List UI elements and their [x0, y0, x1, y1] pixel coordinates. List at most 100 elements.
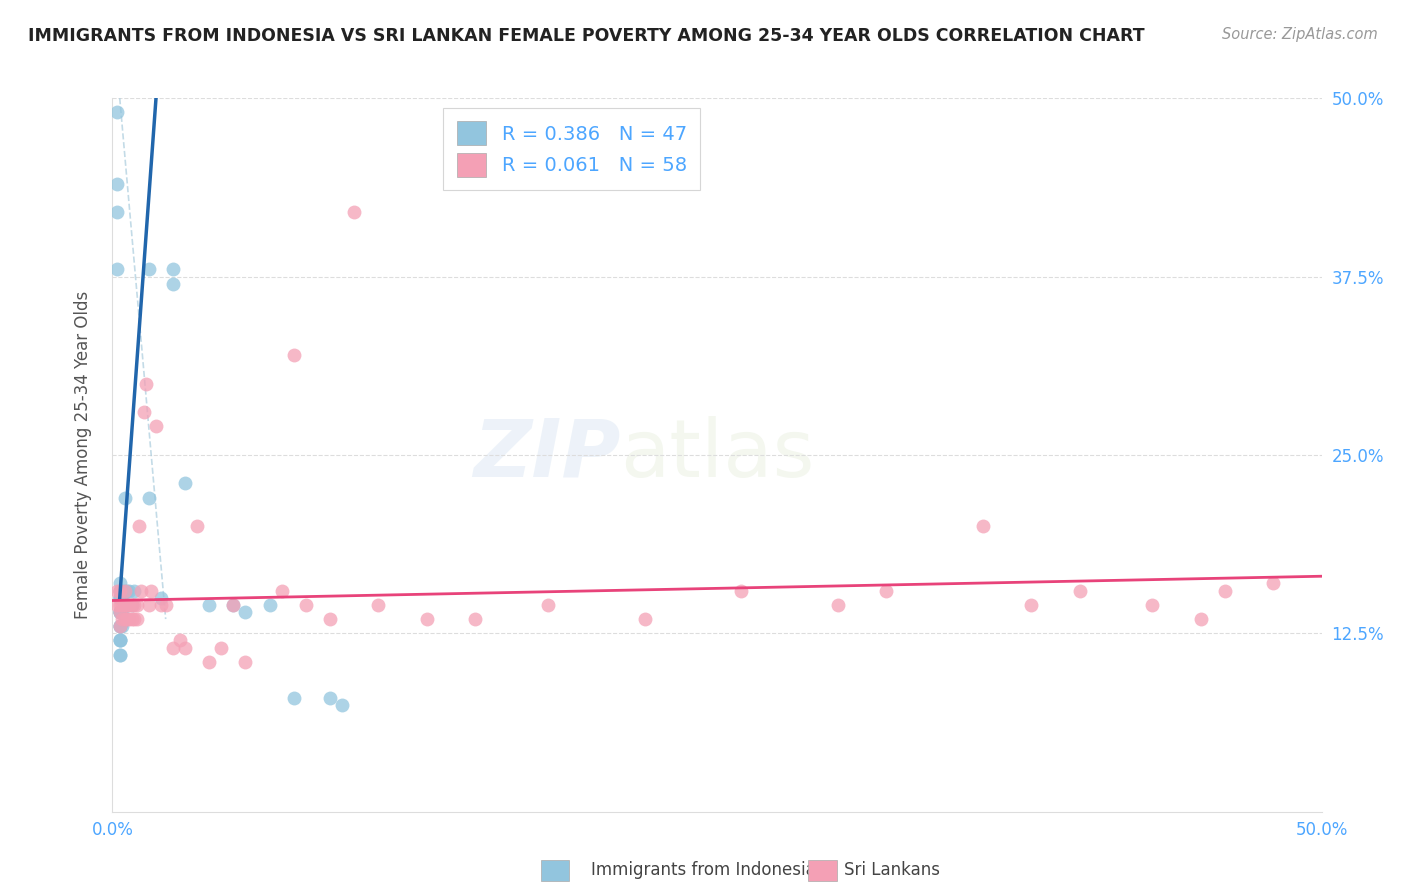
Point [330, 698, 353, 712]
Point [122, 583, 145, 598]
Point [114, 583, 136, 598]
Point [111, 619, 134, 633]
Point [162, 277, 184, 291]
Point [367, 598, 389, 612]
Point [138, 598, 160, 612]
Point [270, 583, 292, 598]
Point [108, 598, 131, 612]
Point [108, 591, 131, 605]
Point [162, 640, 184, 655]
Point [283, 690, 305, 705]
Point [1021, 598, 1043, 612]
Point [875, 583, 897, 598]
Point [209, 640, 232, 655]
Point [105, 205, 128, 219]
Point [343, 205, 366, 219]
Point [114, 598, 136, 612]
Point [108, 605, 131, 619]
Point [111, 591, 134, 605]
Point [1263, 576, 1285, 591]
Point [114, 583, 136, 598]
Point [730, 583, 752, 598]
Point [972, 519, 994, 533]
Point [827, 598, 849, 612]
Text: atlas: atlas [620, 416, 814, 494]
Point [174, 640, 197, 655]
Point [115, 583, 138, 598]
Point [108, 591, 131, 605]
Point [108, 583, 131, 598]
Point [108, 576, 131, 591]
Point [138, 262, 160, 277]
Point [105, 598, 128, 612]
Point [131, 583, 153, 598]
Point [108, 648, 131, 662]
Point [169, 633, 191, 648]
Point [295, 598, 318, 612]
Point [132, 405, 155, 419]
Point [198, 598, 221, 612]
Point [118, 612, 141, 626]
Point [105, 262, 128, 277]
Point [122, 612, 145, 626]
Point [222, 598, 245, 612]
Point [108, 619, 131, 633]
Point [108, 633, 131, 648]
Point [125, 598, 148, 612]
Point [108, 605, 131, 619]
Point [125, 612, 148, 626]
Point [155, 598, 177, 612]
Point [111, 583, 134, 598]
Point [108, 633, 131, 648]
Text: Immigrants from Indonesia: Immigrants from Indonesia [591, 861, 815, 879]
Point [108, 605, 131, 619]
Point [121, 612, 143, 626]
Point [141, 583, 163, 598]
Point [105, 583, 128, 598]
Point [121, 598, 143, 612]
Point [145, 419, 167, 434]
Point [108, 619, 131, 633]
Point [235, 655, 257, 669]
Point [222, 598, 245, 612]
Point [283, 348, 305, 362]
Point [108, 591, 131, 605]
Point [114, 491, 136, 505]
Point [464, 612, 486, 626]
Point [108, 633, 131, 648]
Point [118, 598, 141, 612]
Point [115, 598, 138, 612]
Point [537, 598, 560, 612]
Point [114, 612, 136, 626]
Point [108, 605, 131, 619]
Point [162, 262, 184, 277]
Text: IMMIGRANTS FROM INDONESIA VS SRI LANKAN FEMALE POVERTY AMONG 25-34 YEAR OLDS COR: IMMIGRANTS FROM INDONESIA VS SRI LANKAN … [28, 27, 1144, 45]
Point [108, 591, 131, 605]
Point [1142, 598, 1164, 612]
Point [114, 598, 136, 612]
Point [416, 612, 439, 626]
Legend: R = 0.386   N = 47, R = 0.061   N = 58: R = 0.386 N = 47, R = 0.061 N = 58 [443, 108, 700, 190]
Point [108, 619, 131, 633]
Point [115, 612, 138, 626]
Text: Source: ZipAtlas.com: Source: ZipAtlas.com [1222, 27, 1378, 42]
Point [108, 583, 131, 598]
Point [186, 519, 208, 533]
Point [105, 177, 128, 191]
Point [122, 598, 145, 612]
Point [135, 376, 157, 391]
Point [108, 619, 131, 633]
Point [138, 491, 160, 505]
Point [111, 605, 134, 619]
Point [1069, 583, 1091, 598]
Point [319, 690, 342, 705]
Point [319, 612, 342, 626]
Point [259, 598, 281, 612]
Text: Sri Lankans: Sri Lankans [844, 861, 939, 879]
Point [128, 519, 150, 533]
Point [1189, 612, 1212, 626]
Point [118, 583, 141, 598]
Point [105, 105, 128, 120]
Text: ZIP: ZIP [472, 416, 620, 494]
Point [1213, 583, 1236, 598]
